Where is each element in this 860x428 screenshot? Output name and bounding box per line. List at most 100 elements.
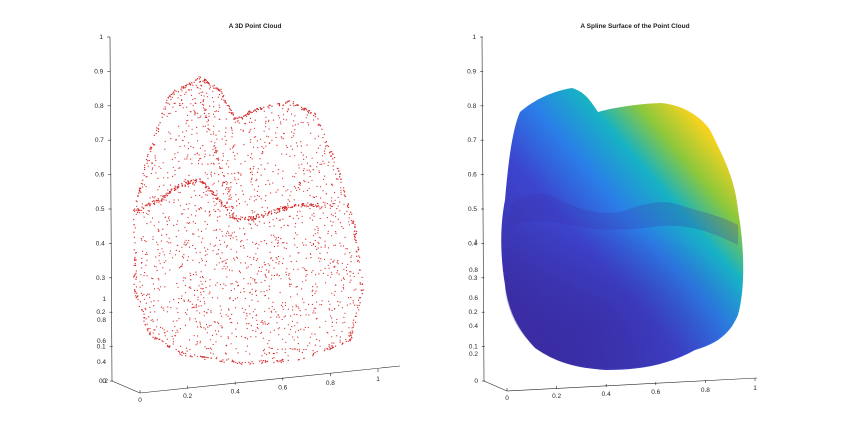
cloud-point [229,297,231,299]
cloud-point [294,325,296,327]
cloud-point [278,219,280,221]
cloud-point [155,266,157,268]
cloud-point [352,326,354,328]
cloud-point [227,173,229,175]
cloud-point [264,126,267,128]
cloud-point [272,301,274,303]
cloud-point [184,158,186,160]
cloud-point [145,186,147,188]
cloud-point [278,117,281,119]
cloud-point [327,145,330,148]
cloud-point [164,196,166,199]
cloud-point [305,109,308,111]
cloud-point [185,85,188,87]
cloud-point [179,266,182,268]
cloud-point [225,127,227,129]
cloud-point [189,84,192,86]
cloud-point [314,352,316,354]
cloud-point [249,172,252,174]
cloud-point [209,291,211,293]
cloud-point [276,237,278,239]
cloud-point [216,158,218,160]
cloud-point [357,272,359,274]
cloud-point [310,204,312,207]
cloud-point [207,185,209,188]
cloud-point [231,216,234,219]
cloud-point [342,277,344,279]
cloud-point [263,222,265,224]
cloud-point [294,331,297,333]
cloud-point [203,311,205,313]
cloud-point [225,268,227,270]
cloud-point [231,173,233,175]
cloud-point [216,264,218,266]
cloud-point [349,303,351,305]
cloud-point [339,176,341,178]
cloud-point [194,179,197,182]
cloud-point [177,331,179,333]
cloud-point [283,206,285,209]
cloud-point [230,209,232,212]
cloud-point [202,277,204,279]
cloud-point [253,127,256,129]
cloud-point [225,314,227,316]
cloud-point [235,217,237,220]
cloud-point [174,185,176,187]
cloud-point [268,128,270,130]
cloud-point [293,313,295,315]
cloud-point [353,233,355,235]
cloud-point [207,201,209,203]
cloud-point [260,108,262,111]
cloud-point [202,103,204,105]
cloud-point [158,279,160,281]
cloud-point [177,97,179,99]
cloud-point [200,115,202,117]
cloud-point [157,130,160,133]
cloud-point [172,106,174,108]
cloud-point [160,286,162,288]
cloud-point [226,246,228,248]
cloud-point [146,294,148,296]
cloud-point [349,275,351,277]
z-tick-label: 0 [102,378,106,385]
cloud-point [230,196,232,198]
cloud-point [223,265,225,267]
cloud-point [223,361,225,363]
cloud-point [333,259,335,261]
cloud-point [335,231,337,233]
cloud-point [198,235,200,238]
cloud-point [264,360,267,362]
cloud-point [190,279,192,281]
cloud-point [264,273,266,275]
cloud-point [182,140,184,142]
cloud-point [159,122,161,124]
x-axis-line [139,365,401,394]
cloud-point [257,247,259,249]
cloud-point [195,179,198,181]
cloud-point [352,222,355,224]
cloud-point [350,219,353,222]
cloud-point [301,203,304,205]
cloud-point [302,121,304,124]
cloud-point [204,303,206,305]
cloud-point [215,229,217,231]
cloud-point [228,225,230,227]
cloud-point [168,113,170,115]
cloud-point [252,212,254,214]
cloud-point [187,89,189,91]
cloud-point [166,330,168,332]
cloud-point [222,260,224,262]
cloud-point [333,342,335,344]
cloud-point [317,227,319,229]
cloud-point [244,233,246,235]
cloud-point [294,244,296,246]
cloud-point [222,152,224,155]
cloud-point [308,187,310,189]
cloud-point [303,190,305,192]
cloud-point [237,352,239,354]
cloud-point [269,226,271,228]
cloud-point [182,86,185,88]
cloud-point [290,191,292,193]
cloud-point [200,91,202,93]
cloud-point [249,313,251,315]
